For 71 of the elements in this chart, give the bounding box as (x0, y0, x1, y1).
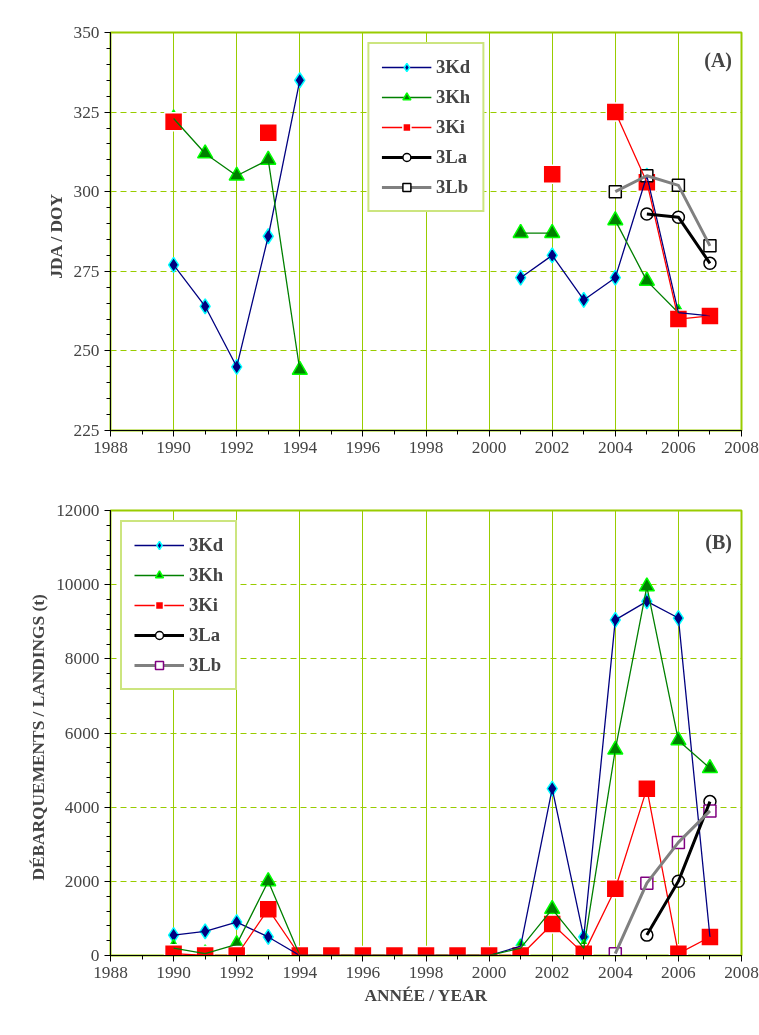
point (637, 778, 657, 799)
x-tick-label: 2006 (661, 437, 697, 457)
point (167, 256, 180, 274)
point (638, 271, 656, 286)
point (291, 360, 309, 376)
point (258, 899, 278, 919)
legend-label: 3La (189, 624, 221, 646)
y-tick-label: 350 (73, 23, 100, 42)
x-tick-label: 2006 (661, 962, 697, 982)
y-tick-label: 6000 (64, 723, 100, 743)
legend-label: 3Ki (435, 116, 465, 138)
x-tick-label: 1998 (408, 437, 444, 457)
legend-label: 3Kd (189, 534, 224, 556)
point (542, 164, 562, 184)
y-tick-label: 225 (73, 421, 100, 440)
x-tick-label: 1990 (156, 437, 191, 457)
x-tick-label: 2002 (534, 437, 570, 457)
point (605, 879, 626, 899)
point (543, 223, 561, 239)
x-tick-label: 2000 (471, 962, 507, 982)
y-tick-label: 0 (90, 946, 100, 965)
y-tick-label: 10000 (56, 575, 100, 595)
point (701, 758, 719, 774)
x-tick-label: 1994 (282, 962, 318, 982)
y-tick-label: 4000 (64, 797, 100, 817)
x-tick-label: 2002 (534, 962, 570, 982)
y-tick-label: 300 (73, 182, 100, 202)
x-tick-label: 2004 (597, 437, 633, 457)
x-tick-label: 1994 (282, 437, 318, 457)
x-tick-label: 1990 (156, 962, 191, 982)
point (607, 740, 624, 755)
y-tick-label: 325 (73, 102, 100, 122)
x-tick-label: 1988 (93, 962, 128, 982)
y-tick-label: 8000 (64, 649, 100, 669)
point (607, 210, 624, 226)
legend-label: 3La (435, 146, 467, 168)
legend-label: 3Lb (435, 176, 469, 198)
y-tick-label: 250 (73, 341, 100, 361)
annotation: (B) (705, 530, 733, 554)
point (258, 123, 278, 143)
legend-label: 3Lb (189, 654, 222, 676)
x-tick-label: 1996 (345, 437, 381, 457)
legend-label: 3Kh (435, 86, 471, 108)
legend-label: 3Ki (189, 594, 219, 616)
x-tick-label: 2004 (597, 962, 633, 982)
x-tick-label: 1988 (93, 437, 128, 457)
point (294, 72, 306, 89)
annotation: (A) (704, 49, 733, 73)
y-axis-title: DÉBARQUEMENTS / LANDINGS (t) (29, 593, 49, 881)
point (605, 102, 626, 122)
x-tick-label: 1998 (408, 962, 444, 982)
x-tick-label: 2000 (471, 437, 507, 457)
x-tick-label: 1992 (219, 962, 255, 982)
point (700, 927, 720, 947)
y-tick-label: 275 (73, 261, 100, 281)
y-tick-label: 2000 (64, 871, 100, 891)
x-tick-label: 1992 (219, 437, 255, 457)
x-axis-title: ANNÉE / YEAR (364, 985, 488, 1005)
legend-label: 3Kh (189, 564, 224, 586)
x-tick-label: 2008 (724, 437, 759, 457)
y-tick-label: 12000 (56, 501, 100, 520)
legend-label: 3Kd (435, 56, 471, 78)
point (514, 269, 527, 286)
y-axis-title: JDA / DOY (46, 193, 66, 279)
x-tick-label: 2008 (724, 962, 759, 982)
point (512, 223, 529, 239)
point (638, 577, 656, 592)
point (196, 144, 214, 159)
point (163, 111, 184, 132)
x-tick-label: 1996 (345, 962, 381, 982)
point (700, 306, 720, 326)
